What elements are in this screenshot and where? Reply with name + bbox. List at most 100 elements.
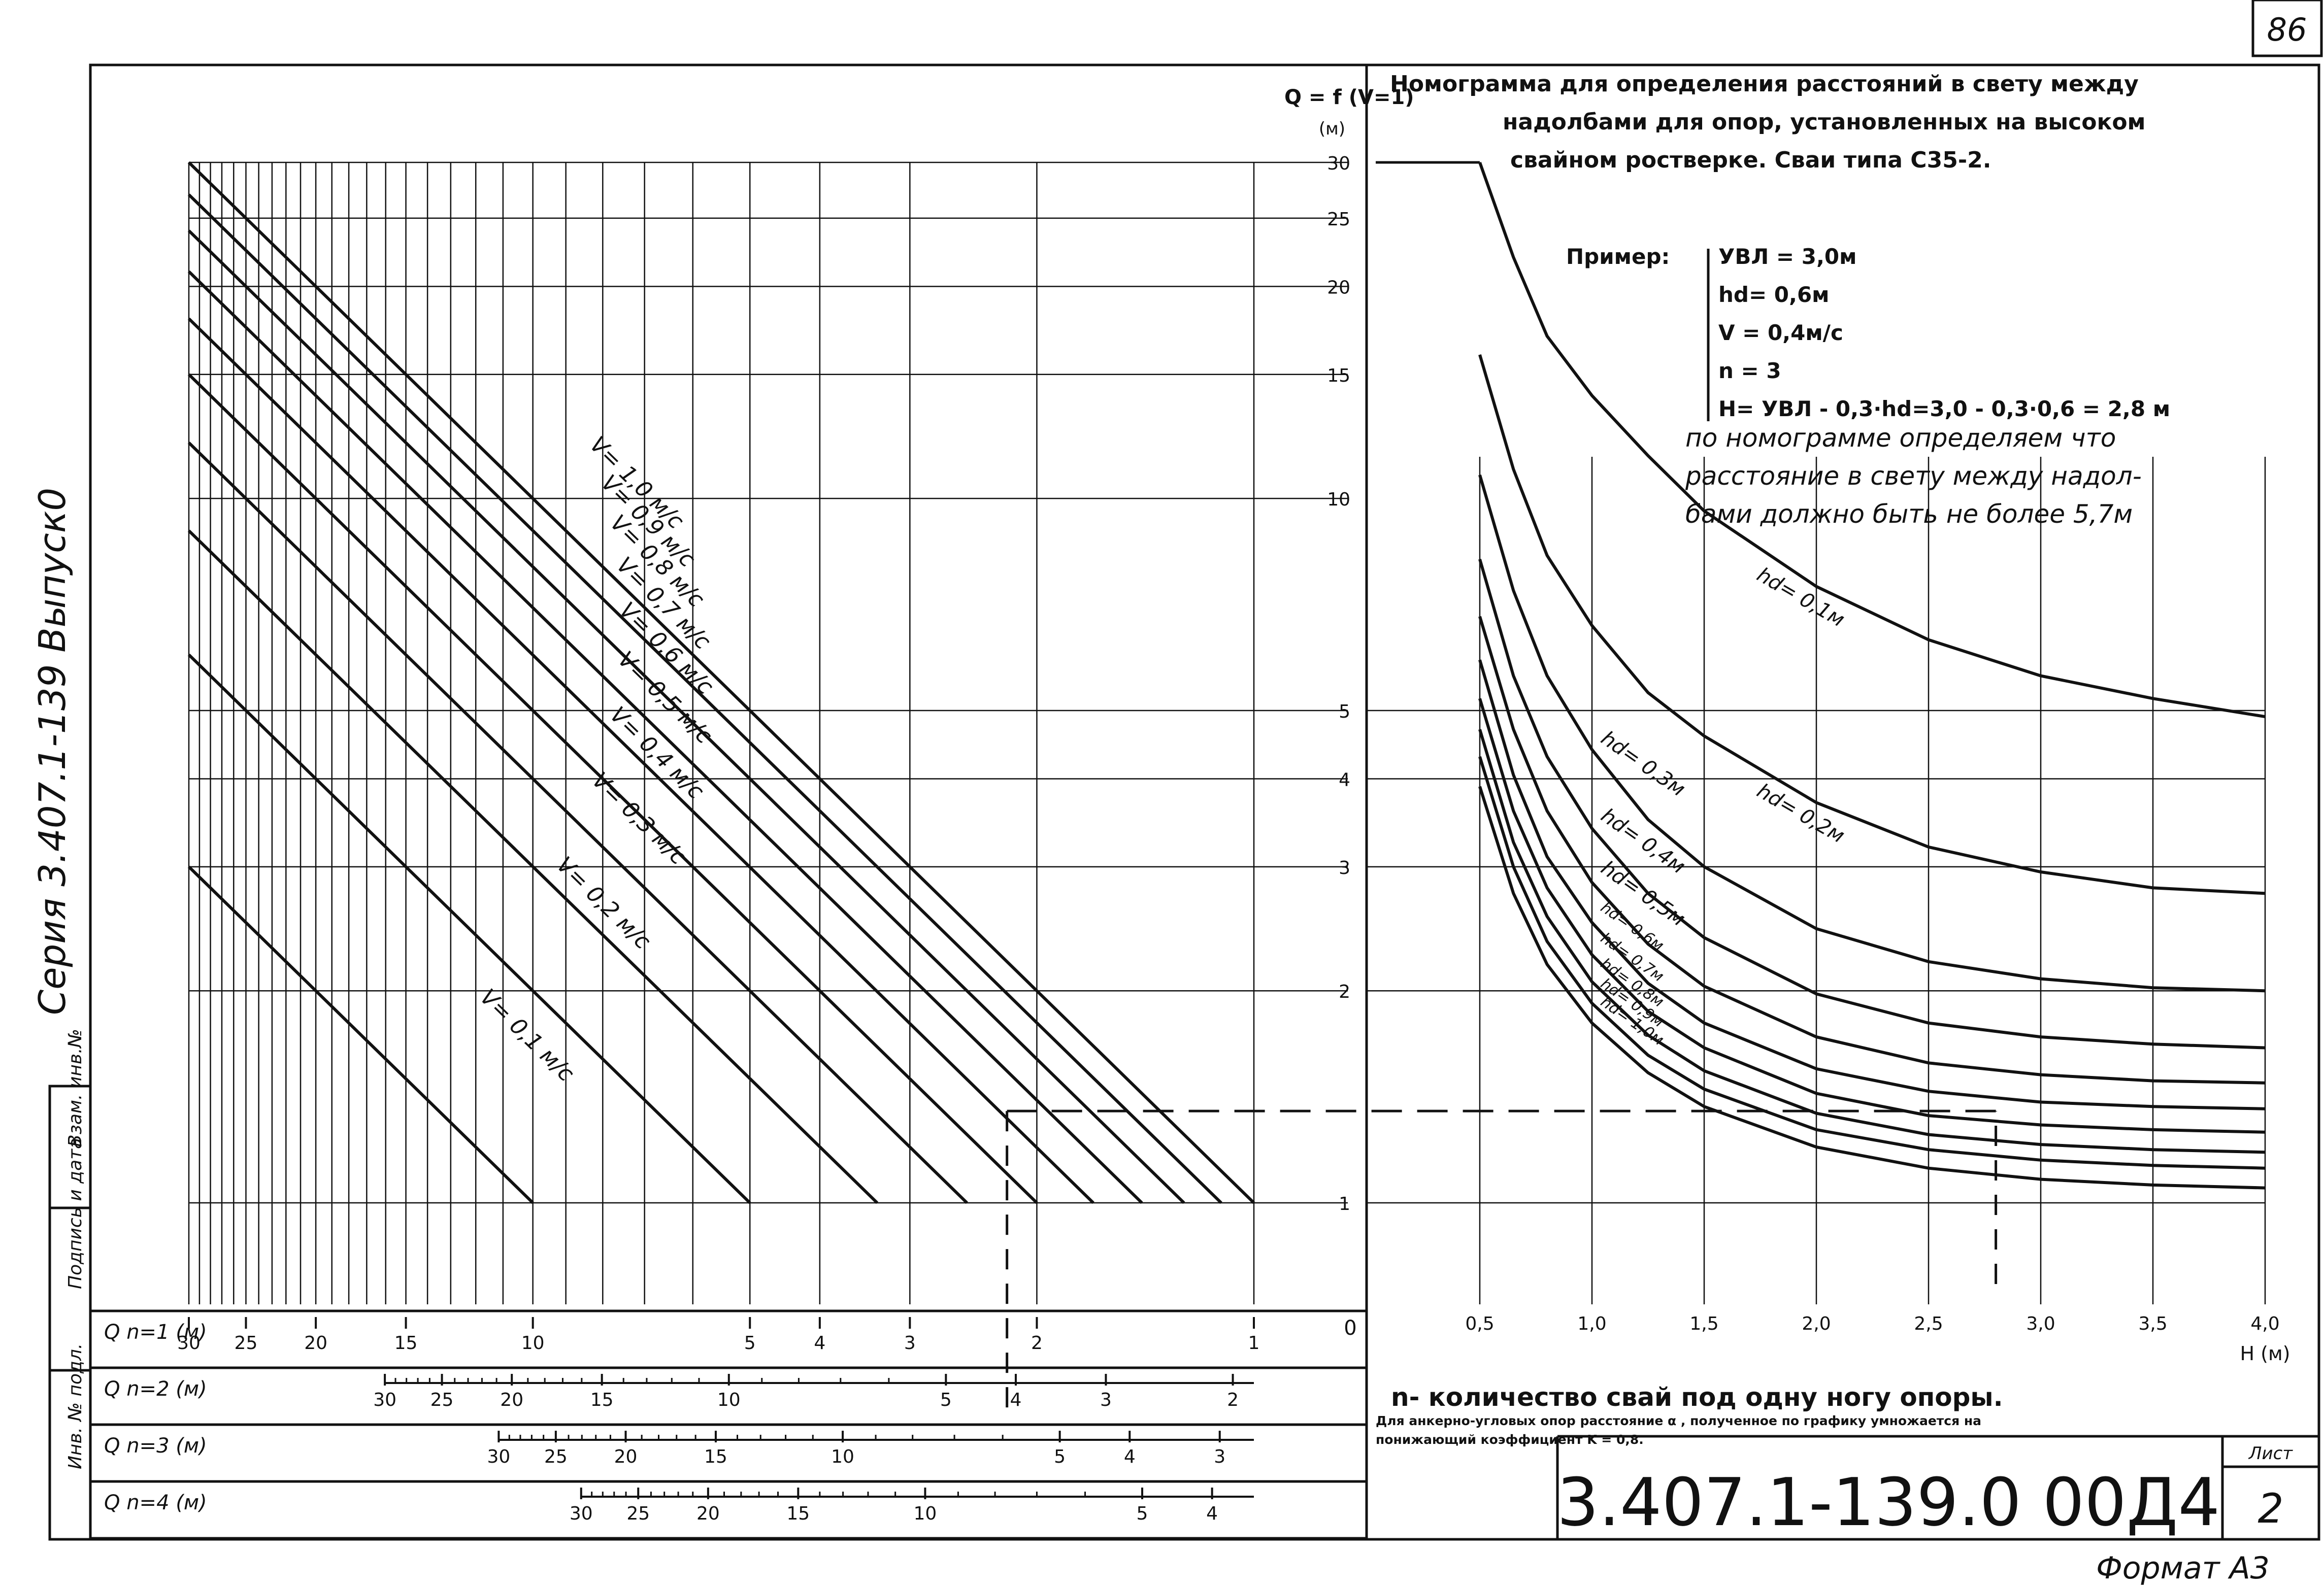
hd-series-curve [1478,354,2266,895]
scale-tick-label: 30 [570,1503,593,1524]
v-series-line [187,193,1222,1204]
scale-tick-label: 25 [544,1446,568,1467]
list-number: 2 [2258,1485,2284,1532]
example-line: n = 3 [1718,358,1781,383]
hd-series-curve [1478,161,2266,719]
scale-tick-label: 30 [177,1333,201,1354]
example-path [1006,1109,1998,1416]
v-series-line [187,317,1094,1204]
y-tick-label: 3 [1339,858,1350,879]
scale-tick-label: 3 [1214,1446,1225,1467]
hd-series-curve [1478,729,2266,1154]
v-series-line [187,373,1038,1204]
y-tick-label: 25 [1327,209,1350,230]
scale-tick-label: 30 [373,1390,396,1410]
scale-tick-label: 25 [430,1390,454,1410]
x-tick-label: 2,0 [1802,1313,1831,1334]
x-axis-title: H (м) [2240,1342,2290,1365]
hd-series-label: hd= 0,1м [1753,563,1848,631]
series-label: Серия 3.407.1-139 Выпуск0 [31,488,74,1015]
note-line-2: Для анкерно-угловых опор расстояние α , … [1376,1413,1981,1428]
stamp-field: Взам. инв.№ [65,1029,86,1147]
conclusion-line: бами должно быть не более 5,7м [1685,499,2133,529]
y-axis-title: Q = f (V=1) [1284,86,1414,109]
list-label: Лист [2248,1443,2293,1464]
y-tick-label: 30 [1327,153,1350,174]
x-tick-label: 1,5 [1689,1313,1718,1334]
title-line-2: надолбами для опор, установленных на выс… [1503,109,2146,135]
scale-tick-label: 10 [831,1446,854,1467]
v-series-line [187,229,1185,1204]
scale-tick-label: 5 [744,1333,756,1354]
title-line-3: свайном ростверке. Сваи типа С35-2. [1510,147,1991,173]
y-axis-unit: (м) [1319,119,1345,139]
title-line-1: Номограмма для определения расстояний в … [1390,71,2139,97]
scale-tick-label: 25 [235,1333,258,1354]
scale-label: Q n=3 (м) [104,1434,207,1458]
scale-tick-label: 20 [696,1503,720,1524]
scale-tick-label: 10 [521,1333,545,1354]
x-tick-label: 3,0 [2026,1313,2055,1334]
hd-series-curve [1478,698,2266,1134]
example-lines: УВЛ = 3,0м hd= 0,6м V = 0,4м/с n = 3 H= УВЛ … [1718,244,2170,421]
x-tick-label: 1,0 [1577,1313,1606,1334]
hd-series-curve [1478,756,2266,1170]
scale-tick-label: 2 [1031,1333,1043,1354]
hd-series-label: hd= 0,2м [1753,779,1848,848]
q-scales: Q n=1 (м)30 25 20 15 10 5 4 3 2 1Q n=2 (м) 30 25 20 1… [90,1317,1367,1540]
stamp-field: Инв. № подл. [65,1343,86,1469]
scale-tick-label: 15 [786,1503,810,1524]
scale-tick-label: 3 [1100,1390,1112,1410]
y-tick-label: 1 [1339,1194,1350,1215]
hd-series-curve [1478,616,2266,1085]
scale-label: Q n=4 (м) [104,1491,207,1514]
scale-tick-label: 20 [614,1446,638,1467]
v-series-line [187,529,879,1204]
hd-series-curve [1478,474,2266,993]
scale-tick-label: 20 [304,1333,327,1354]
hd-series-curve [1478,558,2266,1050]
scale-tick-label: 5 [1137,1503,1148,1524]
scale-tick-label: 2 [1227,1390,1239,1410]
scale-tick-label: 15 [704,1446,727,1467]
v-series-label: V= 0,1 м/с [475,984,579,1087]
scale-tick-label: 25 [626,1503,650,1524]
format-label: Формат А3 [2096,1550,2270,1585]
scale-tick-label: 4 [1010,1390,1022,1410]
scale-tick-label: 10 [717,1390,741,1410]
example-line: hd= 0,6м [1718,282,1830,307]
v-series-line [187,161,1255,1204]
n-definition: n- количество свай под одну ногу опоры. [1391,1382,2003,1412]
scale-tick-label: 15 [394,1333,418,1354]
scale-tick-label: 4 [1206,1503,1218,1524]
x-tick-label: 2,5 [1914,1313,1943,1334]
y-tick-label: 2 [1339,982,1350,1002]
y-tick-label: 10 [1327,489,1350,510]
x-tick-label: 3,5 [2138,1313,2167,1334]
scale-tick-label: 4 [1124,1446,1136,1467]
page-number: 86 [2267,11,2307,48]
scale-tick-label: 4 [814,1333,825,1354]
note-line-3: понижающий коэффициент K = 0,8. [1376,1432,1644,1447]
scale-tick-label: 3 [904,1333,916,1354]
example-conclusion: по номограмме определяем что расстояние в… [1685,423,2142,529]
scale-label: Q n=2 (м) [104,1377,207,1401]
stamp-field: Подпись и дата [65,1138,86,1289]
scale-tick-label: 10 [914,1503,937,1524]
conclusion-line: расстояние в свету между надол- [1685,461,2142,491]
example-label: Пример: [1566,244,1670,269]
v-series-line [187,865,534,1204]
example-line: H= УВЛ - 0,3·hd=3,0 - 0,3·0,6 = 2,8 м [1718,396,2170,421]
scale-tick-label: 20 [500,1390,523,1410]
y-tick-label: 5 [1339,701,1350,722]
scale-tick-label: 30 [487,1446,510,1467]
sheet-frame [89,0,2323,1541]
hd-series-curve [1478,786,2266,1190]
x-tick-label: 0,5 [1465,1313,1494,1334]
v-series-line [187,270,1143,1204]
v-series-line [187,653,751,1204]
